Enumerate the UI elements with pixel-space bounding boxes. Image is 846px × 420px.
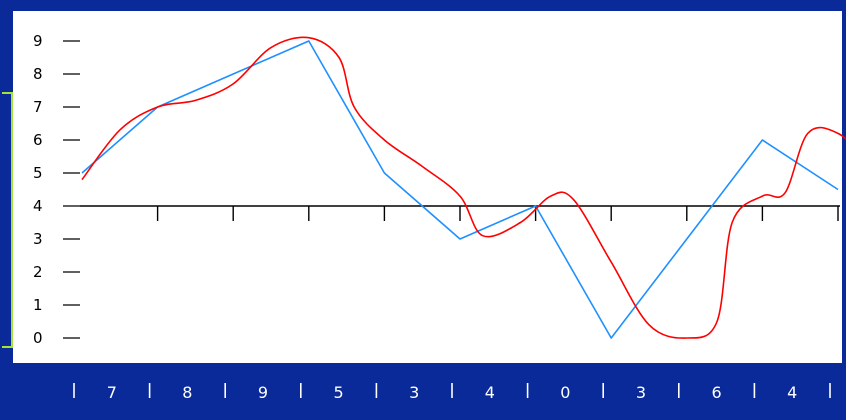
y-tick-label: 1 (33, 296, 43, 314)
y-tick-label: 4 (33, 197, 43, 215)
bottom-label: 7 (107, 383, 117, 402)
bottom-label-row: 7 8 9 5 3 4 0 3 6 4 (73, 383, 831, 402)
y-axis: 0 1 2 3 4 5 6 7 8 9 (33, 32, 80, 347)
bottom-label: 9 (258, 383, 268, 402)
bottom-label: 0 (560, 383, 570, 402)
y-tick-label: 8 (33, 65, 43, 83)
side-bracket-decoration (2, 92, 13, 348)
series-layer (81, 36, 846, 339)
y-tick-label: 0 (33, 329, 43, 347)
baseline-axis (80, 205, 840, 221)
y-tick-label: 7 (33, 98, 43, 116)
bottom-label: 8 (182, 383, 192, 402)
series-line-0 (81, 40, 839, 339)
y-tick-label: 6 (33, 131, 43, 149)
y-tick-label: 9 (33, 32, 43, 50)
bottom-label: 5 (334, 383, 344, 402)
y-tick-label: 3 (33, 230, 43, 248)
chart-panel (13, 11, 842, 363)
y-tick-label: 2 (33, 263, 43, 281)
bottom-label: 6 (712, 383, 722, 402)
bottom-label: 4 (787, 383, 797, 402)
bottom-label: 4 (485, 383, 495, 402)
y-tick-label: 5 (33, 164, 43, 182)
bottom-label: 3 (636, 383, 646, 402)
series-line-1 (81, 36, 846, 339)
bottom-label: 3 (409, 383, 419, 402)
